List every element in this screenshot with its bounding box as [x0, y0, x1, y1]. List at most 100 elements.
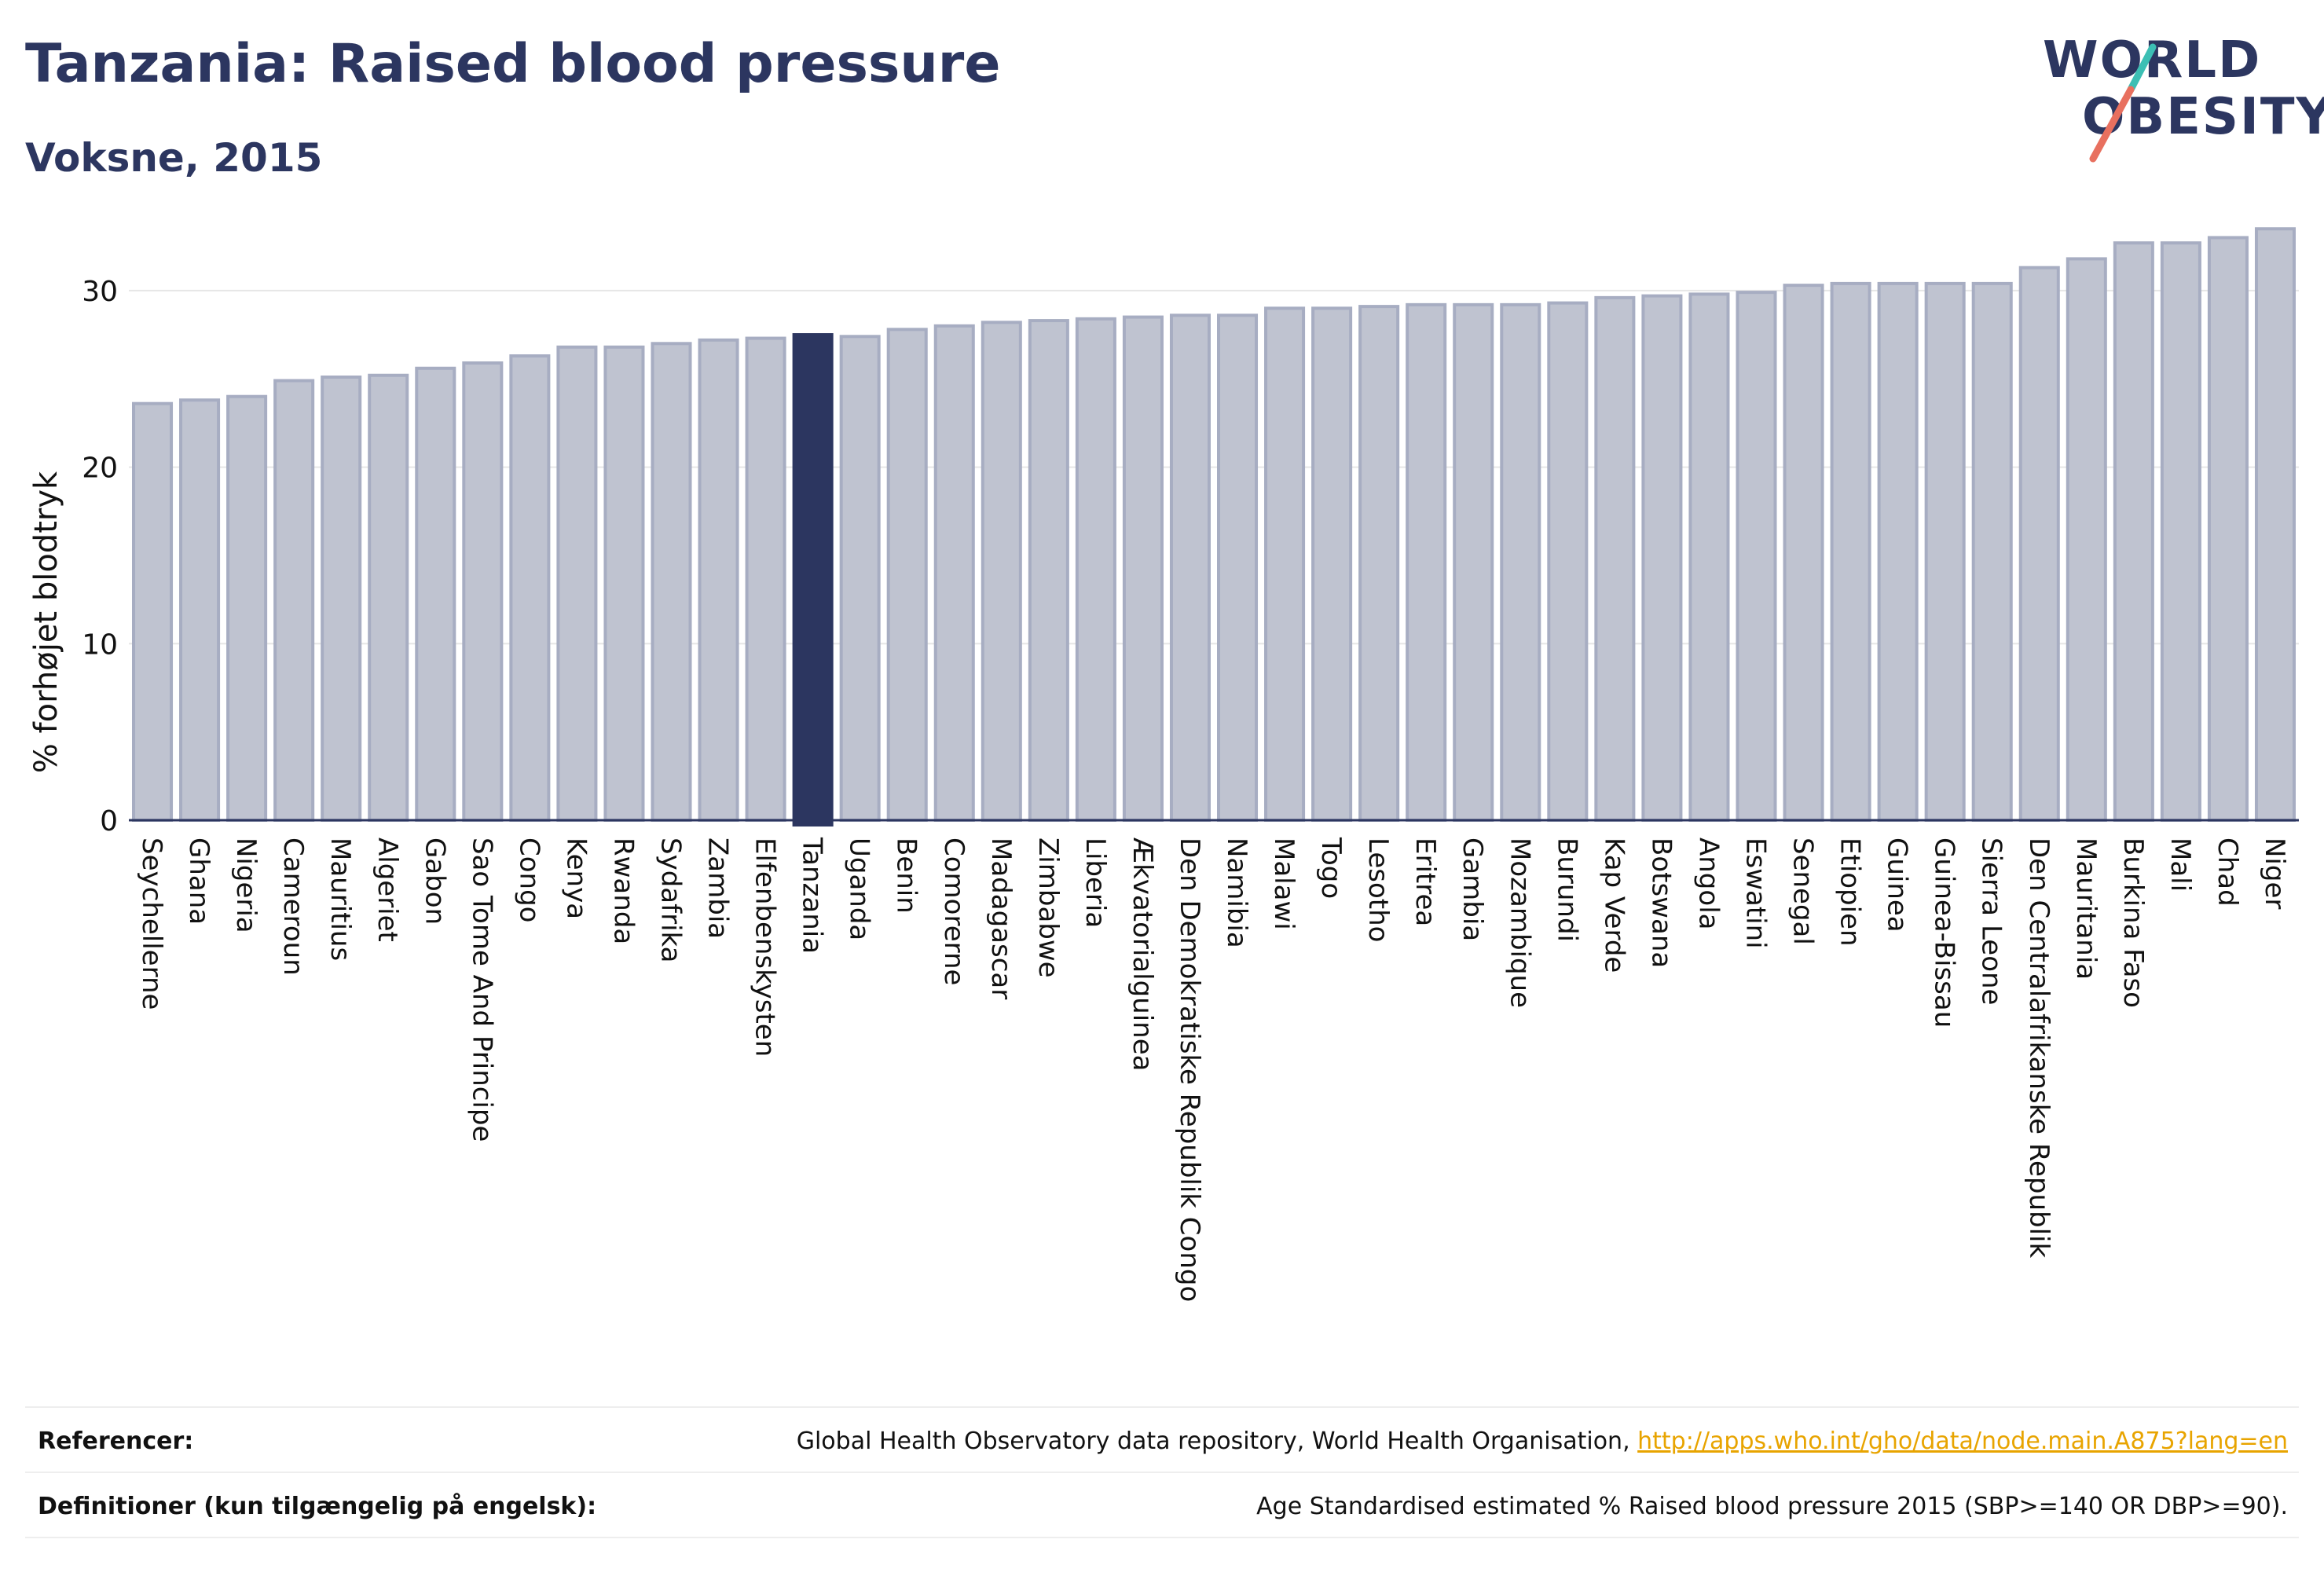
bar [2207, 236, 2249, 822]
x-tick-label: Zambia [702, 837, 734, 939]
bar [745, 336, 786, 823]
x-tick-label: Mali [2165, 837, 2196, 892]
x-tick-label: Malawi [1268, 837, 1299, 930]
bar [226, 394, 268, 822]
bar [273, 379, 315, 822]
x-tick-label: Gabon [419, 837, 450, 925]
bar [1594, 295, 1636, 822]
x-tick-label: Algeriet [372, 837, 403, 942]
chart-subtitle: Voksne, 2015 [25, 135, 323, 181]
x-tick-label: Sao Tome And Principe [466, 837, 497, 1142]
bar [1641, 294, 1683, 822]
bar [1264, 306, 1306, 822]
bar [1971, 281, 2013, 822]
bar [1736, 291, 1777, 823]
x-tick-label: Cameroun [277, 837, 309, 976]
footer-divider [25, 1472, 2299, 1473]
bar [132, 401, 174, 822]
x-tick-label: Senegal [1787, 837, 1819, 945]
logo-slash-icon [2089, 43, 2157, 163]
bar [933, 324, 975, 822]
bar [1075, 317, 1116, 823]
x-tick-label: Mozambique [1504, 837, 1535, 1008]
definitions-value: Age Standardised estimated % Raised bloo… [1256, 1493, 2288, 1520]
definitions-label: Definitioner (kun tilgængelig på engelsk… [38, 1493, 597, 1520]
y-tick-label: 30 [82, 276, 118, 308]
bar [1688, 292, 1730, 822]
x-tick-label: Gambia [1457, 837, 1488, 941]
footer-definitions: Definitioner (kun tilgængelig på engelsk… [25, 1474, 2299, 1537]
x-tick-label: Chad [2212, 837, 2243, 907]
bar [509, 354, 551, 822]
bar [321, 375, 362, 822]
x-tick-label: Comorerne [938, 837, 970, 985]
x-tick-label: Mauritius [324, 837, 356, 961]
logo-text-world: WORLD [2043, 31, 2262, 90]
bar [1783, 284, 1824, 822]
bar-highlight [792, 333, 834, 826]
x-tick-label: Burundi [1551, 837, 1582, 942]
bar [368, 373, 409, 823]
footer-references: Referencer: Global Health Observatory da… [25, 1409, 2299, 1472]
bar [415, 366, 456, 822]
x-tick-label: Nigeria [230, 837, 262, 933]
bar [1028, 319, 1069, 823]
bar [462, 361, 504, 822]
bar [2113, 241, 2154, 822]
references-label: Referencer: [38, 1428, 194, 1455]
bar [1453, 302, 1494, 822]
x-tick-label: Namibia [1221, 837, 1252, 948]
bars [132, 227, 2296, 826]
bar [886, 328, 928, 823]
footer-divider [25, 1537, 2299, 1538]
bar [1169, 313, 1211, 822]
footer-divider [25, 1406, 2299, 1408]
x-tick-label: Benin [891, 837, 922, 914]
bar [651, 342, 692, 822]
x-tick-label: Etiopien [1835, 837, 1866, 947]
x-tick-label: Seychellerne [136, 837, 167, 1010]
bar [2066, 257, 2107, 822]
bar [2018, 266, 2060, 822]
bar [1924, 281, 1966, 822]
bar-chart: 0 10 20 30 Seychellerne Ghana Nigeria Cameroun… [28, 227, 2299, 1302]
bar [981, 321, 1022, 822]
references-link[interactable]: http://apps.who.int/gho/data/node.main.A… [1637, 1428, 2288, 1455]
x-tick-label: Den Centralafrikanske Republik [2023, 837, 2055, 1258]
x-tick-label: Guinea-Bissau [1929, 837, 1960, 1028]
x-tick-label: Den Demokratiske Republik Congo [1174, 837, 1205, 1302]
x-tick-label: Lesotho [1362, 837, 1394, 942]
references-text: Global Health Observatory data repositor… [796, 1428, 1638, 1455]
chart-title: Tanzania: Raised blood pressure [25, 33, 1001, 95]
x-tick-label: Madagascar [985, 837, 1017, 999]
bar [1547, 301, 1589, 822]
x-tick-label: Elfenbenskysten [750, 837, 781, 1057]
x-tick-label: Sierra Leone [1976, 837, 2007, 1005]
bar [1877, 281, 1919, 822]
bar [1311, 306, 1353, 822]
x-tick-label: Mauritania [2070, 837, 2102, 980]
x-tick-label: Uganda [844, 837, 875, 940]
x-tick-label: Liberia [1080, 837, 1111, 928]
x-tick-label: Ækvatorialguinea [1127, 837, 1158, 1071]
x-tick-label: Tanzania [797, 837, 828, 954]
references-value: Global Health Observatory data repositor… [797, 1428, 2288, 1455]
bar [698, 338, 739, 822]
x-tick-label: Eswatini [1740, 837, 1772, 949]
bar [2160, 241, 2201, 822]
x-tick-label: Burkina Faso [2117, 837, 2149, 1008]
x-tick-label: Ghana [183, 837, 214, 925]
x-tick-label: Rwanda [607, 837, 639, 944]
x-tick-label: Kenya [560, 837, 592, 919]
x-tick-label: Congo [513, 837, 544, 922]
axes: 0 10 20 30 [82, 276, 2299, 837]
y-tick-label: 10 [82, 629, 118, 661]
x-tick-label: Zimbabwe [1032, 837, 1064, 978]
bar [1122, 315, 1164, 822]
bar [1358, 305, 1400, 822]
x-tick-label: Angola [1692, 837, 1724, 929]
bar [179, 398, 221, 822]
bar [2254, 227, 2296, 822]
x-tick-label: Guinea [1882, 837, 1913, 933]
y-tick-label: 20 [82, 453, 118, 485]
